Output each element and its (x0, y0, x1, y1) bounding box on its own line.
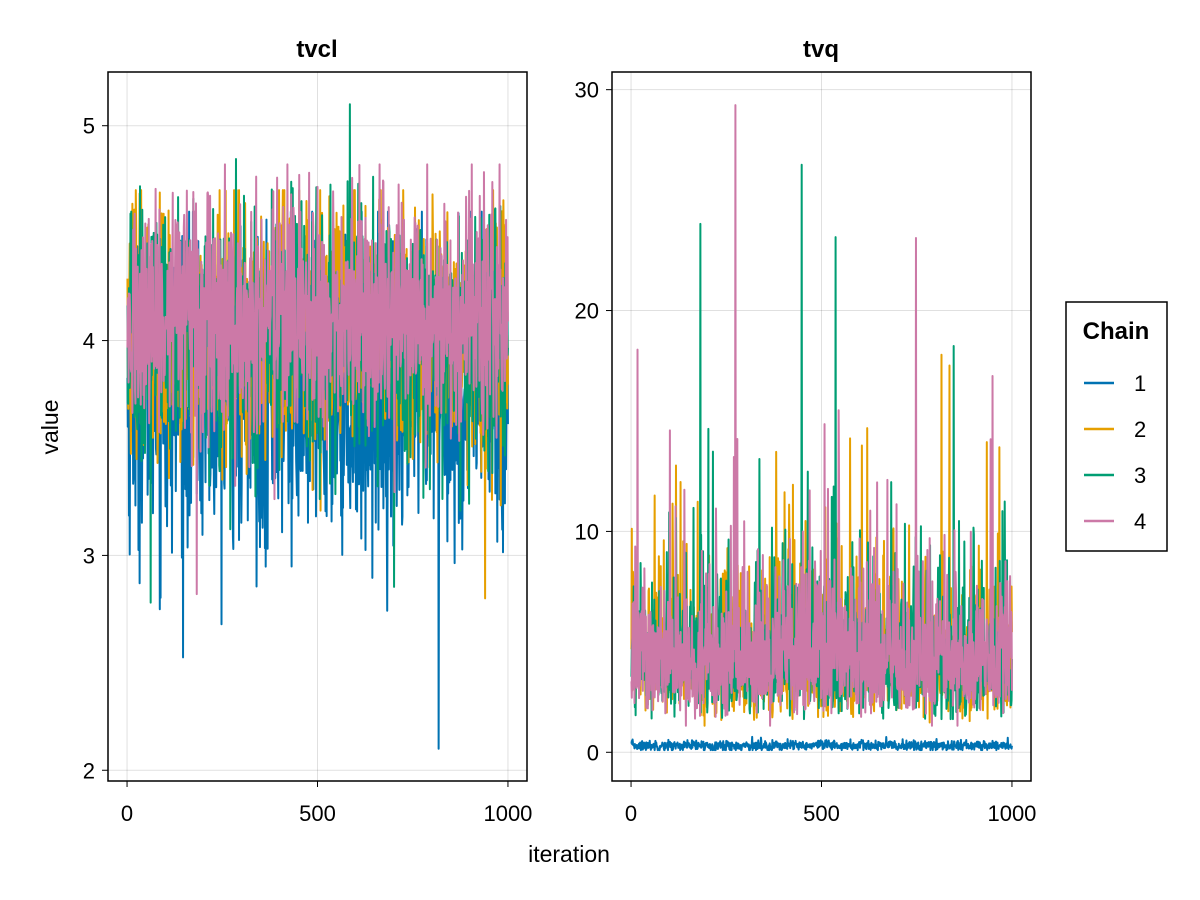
ticks-tvq: 0 500 1000 0 10 20 30 (575, 78, 1037, 826)
x-tick-label: 1000 (987, 801, 1036, 826)
y-tick-label: 2 (83, 758, 95, 783)
legend-label-chain-1: 1 (1134, 371, 1146, 396)
legend-label-chain-3: 3 (1134, 463, 1146, 488)
series-lines-tvcl (126, 103, 509, 750)
y-axis-label: value (37, 400, 63, 455)
series-lines-tvq (630, 104, 1013, 752)
y-tick-label: 4 (83, 329, 95, 354)
legend-box (1065, 301, 1168, 552)
x-axis-label: iteration (528, 841, 610, 867)
x-tick-label: 1000 (483, 801, 532, 826)
legend-title: Chain (1083, 318, 1150, 345)
series-line-chain-4 (126, 163, 509, 596)
y-tick-label: 20 (575, 299, 599, 324)
panel-tvcl: tvcl 0 500 1000 2 3 4 5 (83, 36, 533, 826)
x-tick-label: 0 (625, 801, 637, 826)
y-tick-label: 0 (587, 740, 599, 765)
panel-title-tvcl: tvcl (296, 36, 337, 63)
legend-items: 1 2 3 4 (1084, 371, 1146, 534)
x-tick-label: 500 (803, 801, 840, 826)
legend: Chain 1 2 3 4 (1065, 301, 1168, 552)
ticks-tvcl: 0 500 1000 2 3 4 5 (83, 114, 533, 826)
legend-label-chain-4: 4 (1134, 509, 1146, 534)
panel-tvq: tvq 0 500 1000 0 10 20 30 (575, 36, 1037, 826)
y-tick-label: 3 (83, 543, 95, 568)
y-tick-label: 5 (83, 114, 95, 139)
y-tick-label: 30 (575, 78, 599, 103)
series-line-chain-4 (630, 104, 1013, 727)
x-tick-label: 500 (299, 801, 336, 826)
panel-title-tvq: tvq (803, 36, 839, 63)
y-tick-label: 10 (575, 519, 599, 544)
series-line-chain-1 (630, 735, 1013, 752)
legend-label-chain-2: 2 (1134, 417, 1146, 442)
x-tick-label: 0 (121, 801, 133, 826)
